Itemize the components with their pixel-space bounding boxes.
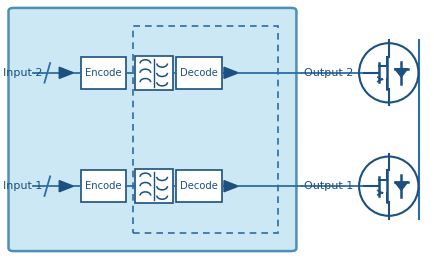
Polygon shape	[394, 182, 407, 190]
Text: Output 2: Output 2	[303, 68, 353, 78]
FancyBboxPatch shape	[81, 170, 126, 202]
Polygon shape	[59, 67, 73, 78]
Polygon shape	[224, 67, 238, 78]
FancyBboxPatch shape	[81, 57, 126, 89]
Polygon shape	[224, 181, 238, 192]
FancyBboxPatch shape	[135, 56, 172, 90]
Text: Encode: Encode	[85, 68, 122, 78]
Text: Decode: Decode	[180, 181, 217, 191]
Text: Output 1: Output 1	[303, 181, 353, 191]
Polygon shape	[394, 69, 407, 77]
Polygon shape	[59, 181, 73, 192]
FancyBboxPatch shape	[176, 57, 221, 89]
Text: Decode: Decode	[180, 68, 217, 78]
FancyBboxPatch shape	[135, 169, 172, 203]
Text: Input 2: Input 2	[3, 68, 42, 78]
Text: Encode: Encode	[85, 181, 122, 191]
FancyBboxPatch shape	[9, 8, 296, 251]
Text: Input 1: Input 1	[3, 181, 42, 191]
FancyBboxPatch shape	[176, 170, 221, 202]
